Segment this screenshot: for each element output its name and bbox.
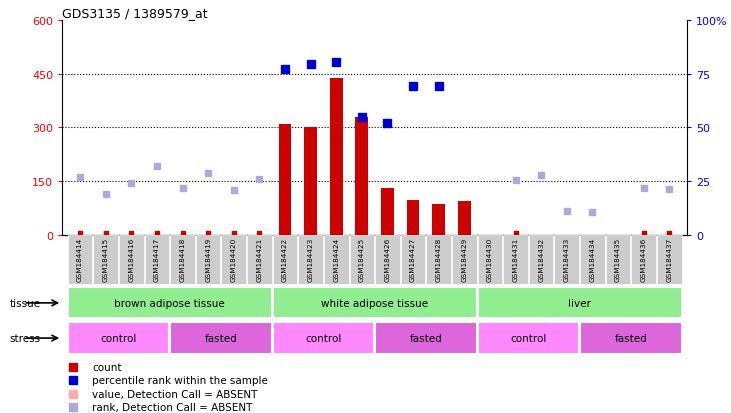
Text: GSM184431: GSM184431	[512, 237, 518, 281]
Bar	[273, 236, 298, 285]
Bar	[355, 118, 368, 235]
Bar	[68, 287, 272, 319]
Bar	[432, 205, 445, 235]
Text: GSM184428: GSM184428	[436, 237, 442, 281]
Text: GSM184417: GSM184417	[154, 237, 160, 281]
Text: percentile rank within the sample: percentile rank within the sample	[92, 375, 268, 385]
Bar	[426, 236, 451, 285]
Text: value, Detection Call = ABSENT: value, Detection Call = ABSENT	[92, 389, 257, 399]
Bar	[632, 236, 656, 285]
Bar	[196, 236, 221, 285]
Bar	[657, 236, 681, 285]
Bar	[381, 189, 394, 235]
Bar	[304, 128, 317, 235]
Bar	[221, 236, 246, 285]
Text: brown adipose tissue: brown adipose tissue	[114, 298, 225, 308]
Text: control: control	[100, 333, 137, 343]
Text: white adipose tissue: white adipose tissue	[321, 298, 428, 308]
Bar	[324, 236, 349, 285]
Bar	[554, 236, 579, 285]
Bar	[145, 236, 169, 285]
Text: GSM184427: GSM184427	[410, 237, 416, 281]
Text: GSM184429: GSM184429	[461, 237, 467, 281]
Text: GSM184414: GSM184414	[77, 237, 83, 281]
Text: tissue: tissue	[10, 299, 41, 309]
Text: GSM184432: GSM184432	[538, 237, 544, 281]
Bar	[477, 287, 681, 319]
Bar	[273, 287, 477, 319]
Bar	[94, 236, 118, 285]
Text: control: control	[306, 333, 341, 343]
Text: GSM184418: GSM184418	[180, 237, 186, 281]
Bar	[68, 323, 169, 354]
Bar	[119, 236, 143, 285]
Bar	[330, 79, 343, 235]
Bar	[375, 323, 477, 354]
Text: GSM184426: GSM184426	[385, 237, 390, 281]
Text: GSM184421: GSM184421	[257, 237, 262, 281]
Text: GSM184422: GSM184422	[282, 237, 288, 281]
Bar	[375, 236, 400, 285]
Text: fasted: fasted	[615, 333, 647, 343]
Text: GSM184423: GSM184423	[308, 237, 314, 281]
Bar	[580, 236, 605, 285]
Bar	[606, 236, 630, 285]
Text: GDS3135 / 1389579_at: GDS3135 / 1389579_at	[62, 7, 208, 19]
Text: GSM184436: GSM184436	[640, 237, 647, 281]
Bar	[279, 125, 292, 235]
Bar	[477, 323, 579, 354]
Text: stress: stress	[10, 334, 41, 344]
Bar	[452, 236, 477, 285]
Bar	[580, 323, 681, 354]
Bar	[458, 202, 471, 235]
Text: GSM184437: GSM184437	[666, 237, 673, 281]
Text: rank, Detection Call = ABSENT: rank, Detection Call = ABSENT	[92, 402, 252, 412]
Text: GSM184420: GSM184420	[231, 237, 237, 281]
Text: GSM184424: GSM184424	[333, 237, 339, 281]
Text: GSM184430: GSM184430	[487, 237, 493, 281]
Bar	[406, 200, 420, 235]
Bar	[529, 236, 553, 285]
Bar	[477, 236, 502, 285]
Bar	[401, 236, 425, 285]
Text: fasted: fasted	[409, 333, 442, 343]
Bar	[298, 236, 323, 285]
Text: liver: liver	[568, 298, 591, 308]
Bar	[247, 236, 272, 285]
Text: GSM184415: GSM184415	[102, 237, 109, 281]
Text: GSM184434: GSM184434	[589, 237, 595, 281]
Bar	[349, 236, 374, 285]
Bar	[170, 236, 195, 285]
Bar	[68, 236, 92, 285]
Text: fasted: fasted	[205, 333, 238, 343]
Text: GSM184425: GSM184425	[359, 237, 365, 281]
Text: control: control	[510, 333, 547, 343]
Text: GSM184433: GSM184433	[564, 237, 569, 281]
Bar	[503, 236, 528, 285]
Bar	[273, 323, 374, 354]
Text: GSM184419: GSM184419	[205, 237, 211, 281]
Text: GSM184416: GSM184416	[129, 237, 135, 281]
Text: GSM184435: GSM184435	[615, 237, 621, 281]
Text: count: count	[92, 362, 121, 372]
Bar	[170, 323, 272, 354]
